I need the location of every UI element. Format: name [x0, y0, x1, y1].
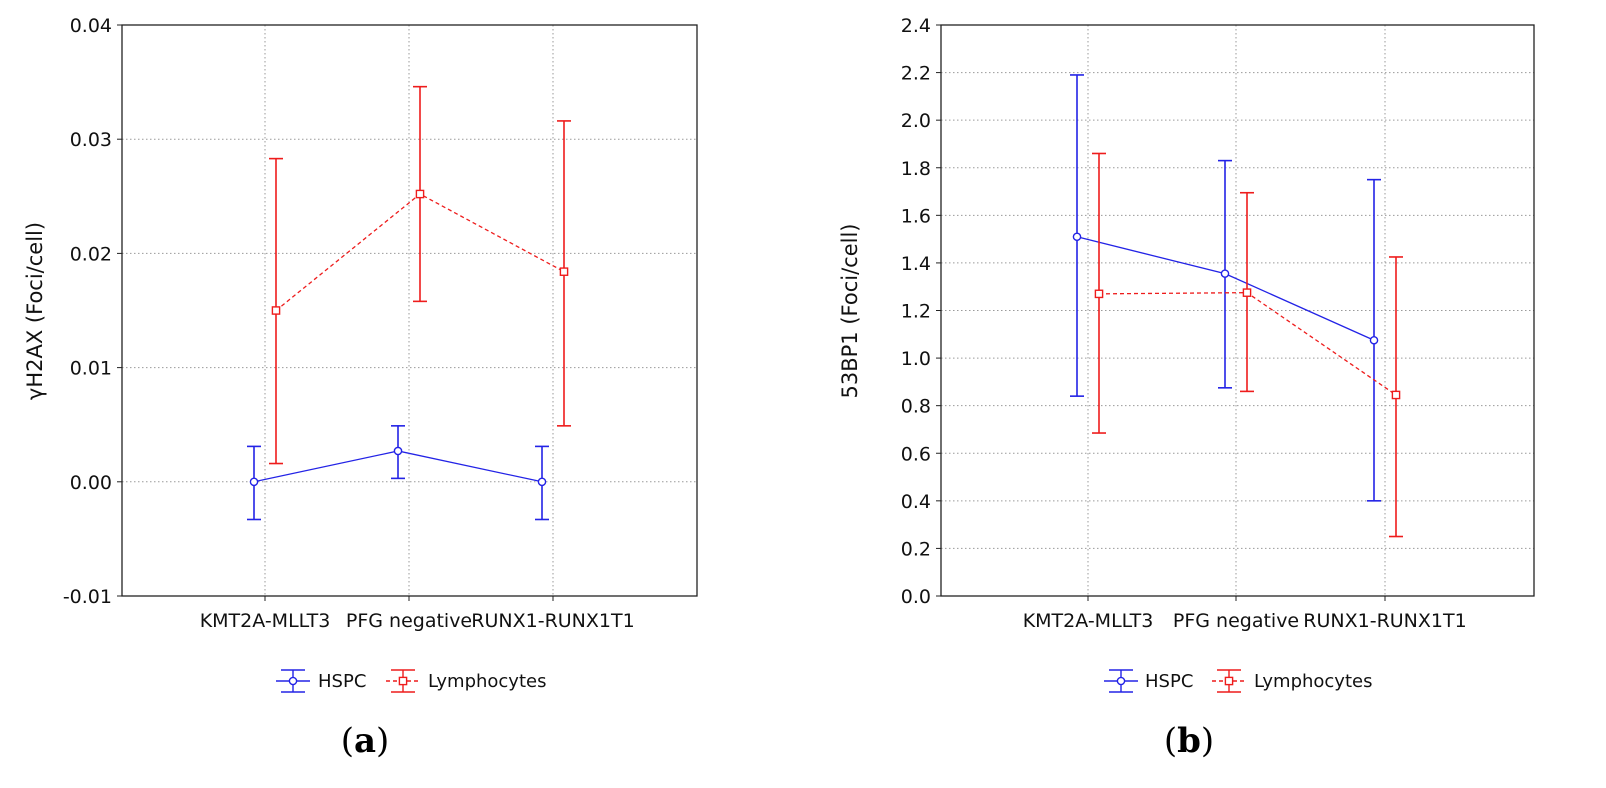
- legend-label-lymphocytes: Lymphocytes: [1254, 671, 1372, 692]
- y-tick-label: 0.00: [70, 472, 112, 494]
- x-category-label: KMT2A-MLLT3: [200, 610, 331, 632]
- caption-paren: (: [341, 721, 354, 761]
- x-category-label: PFG negative: [346, 610, 472, 632]
- y-tick-label: 0.03: [70, 129, 112, 151]
- x-category-label: KMT2A-MLLT3: [1023, 610, 1154, 632]
- data-point-square: [559, 267, 569, 276]
- y-tick-label: 1.6: [901, 205, 931, 227]
- y-tick-label: 0.04: [70, 15, 112, 37]
- hspc-legend-marker: [288, 676, 298, 686]
- y-tick-label: -0.01: [63, 586, 112, 608]
- panel-caption: (b): [1164, 721, 1214, 761]
- y-axis-label: 53BP1 (Foci/cell): [838, 224, 862, 399]
- hspc-legend-marker: [1116, 676, 1126, 686]
- y-tick-label: 0.0: [901, 586, 931, 608]
- caption-paren: ): [376, 721, 389, 761]
- y-tick-label: 2.2: [901, 63, 931, 85]
- y-tick-label: 0.01: [70, 358, 112, 380]
- data-point-circle: [393, 446, 403, 456]
- legend-label-hspc: HSPC: [318, 671, 366, 692]
- plot-frame: [121, 24, 698, 597]
- data-point-square: [1391, 390, 1401, 400]
- data-point-square: [271, 306, 281, 315]
- data-point-circle: [249, 477, 259, 487]
- data-point-circle: [537, 477, 547, 487]
- legend-label-hspc: HSPC: [1145, 671, 1193, 692]
- data-point-square: [1242, 288, 1252, 297]
- y-tick-label: 0.2: [901, 538, 931, 560]
- panel-a-chart: -0.01 0.00 0.01 0.02 0.03 0.04 KMT2A-MLLT3 PFG …: [23, 15, 698, 761]
- x-category-label: RUNX1-RUNX1T1: [471, 610, 634, 632]
- data-point-circle: [1369, 335, 1379, 345]
- y-tick-label: 0.02: [70, 243, 112, 265]
- lymphocytes-legend-marker: [398, 676, 408, 686]
- data-point-circle: [1072, 232, 1082, 242]
- legend-label-lymphocytes: Lymphocytes: [428, 671, 546, 692]
- y-tick-label: 0.4: [901, 491, 931, 513]
- caption-paren: ): [1201, 721, 1214, 761]
- y-tick-label: 0.8: [901, 396, 931, 418]
- y-tick-label: 2.4: [901, 15, 931, 37]
- y-tick-label: 1.4: [901, 253, 931, 275]
- y-tick-label: 2.0: [901, 110, 931, 132]
- x-category-label: PFG negative: [1173, 610, 1299, 632]
- lymphocytes-legend-marker: [1224, 676, 1234, 686]
- panel-b-chart: 0.0 0.2 0.4 0.6 0.8 1.0 1.2 1.4 1.6 1.8 2.0 2.2 2.4 K…: [838, 15, 1535, 761]
- caption-letter: b: [1177, 721, 1201, 761]
- x-category-label: RUNX1-RUNX1T1: [1303, 610, 1466, 632]
- caption-paren: (: [1164, 721, 1177, 761]
- y-tick-label: 0.6: [901, 443, 931, 465]
- y-tick-label: 1.8: [901, 158, 931, 180]
- y-axis-label: γH2AX (Foci/cell): [23, 222, 47, 400]
- y-tick-label: 1.2: [901, 301, 931, 323]
- data-point-circle: [1220, 269, 1230, 278]
- data-point-square: [415, 189, 425, 199]
- y-tick-label: 1.0: [901, 348, 931, 370]
- panel-caption: (a): [341, 721, 390, 761]
- plot-frame: [940, 24, 1535, 597]
- caption-letter: a: [354, 721, 376, 761]
- data-point-square: [1094, 289, 1104, 299]
